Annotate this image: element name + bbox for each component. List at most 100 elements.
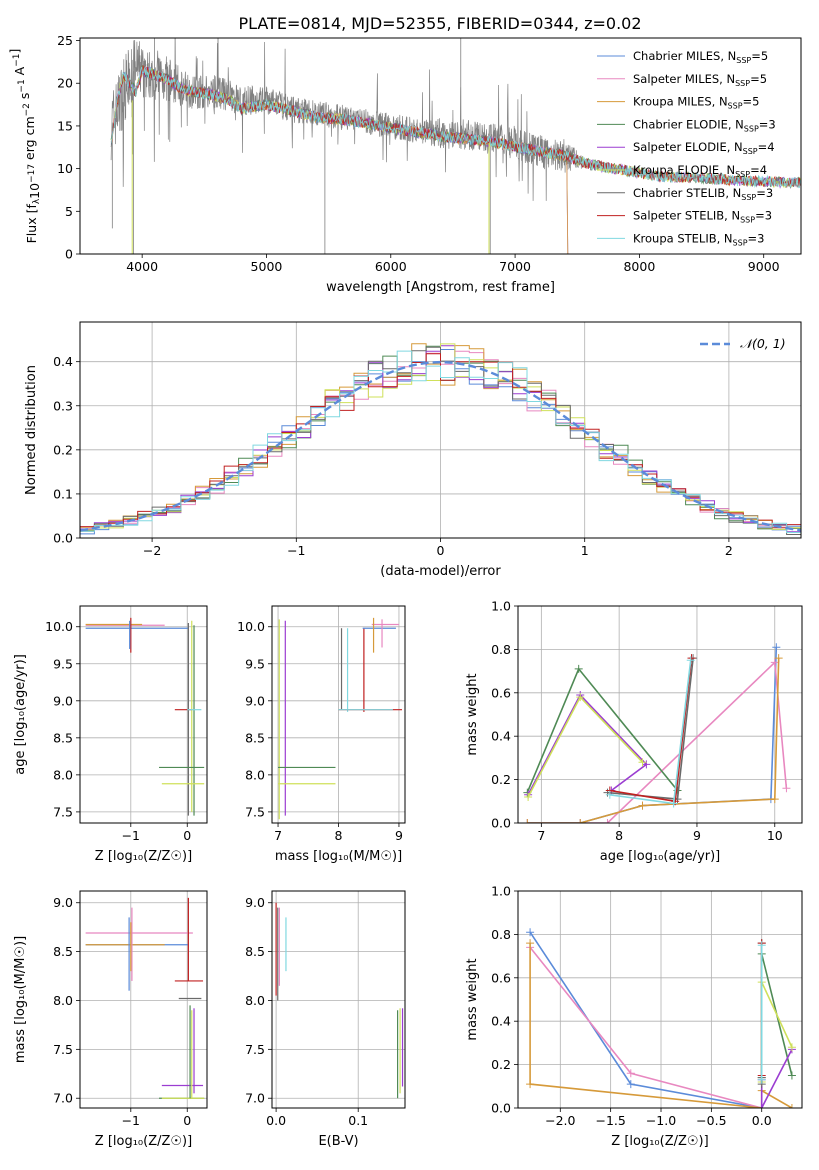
weight_vs_age-marker-0-4	[772, 643, 781, 652]
legend-item-0: Chabrier MILES, NSSP=5	[597, 49, 768, 65]
age_vs_mass-xtick-label-0: 7	[274, 828, 282, 843]
residuals-xtick-label-0: −2	[143, 543, 161, 558]
mass_vs_ebv-ytick-label-3: 8.5	[245, 944, 265, 959]
spectrum-ytick-label-1: 5	[65, 204, 73, 219]
residuals-legend: 𝒩(0, 1)	[700, 336, 786, 351]
weight_vs_z-xtick-label-0: −2.0	[545, 1113, 575, 1128]
weight_vs_z-xtick-label-2: −1.0	[646, 1113, 676, 1128]
age_vs_z-ytick-label-5: 10.0	[45, 619, 73, 634]
weight_vs_age-series-kroupa-elodie	[527, 695, 644, 798]
spectrum-xtick-label-4: 8000	[623, 259, 655, 274]
residuals-ylabel: Normed distribution	[24, 365, 39, 495]
mass_vs_ebv-xtick-label-0: 0.0	[266, 1113, 286, 1128]
age_vs_z-ylabel: age [log₁₀(age/yr)]	[13, 654, 28, 775]
age_vs_mass-xtick-label-2: 9	[395, 828, 403, 843]
age_vs_mass-frame	[271, 605, 406, 824]
weight_vs_age-ytick-label-2: 0.4	[491, 729, 511, 744]
weight_vs_z-marker-0-0	[526, 928, 535, 937]
residuals-frame	[79, 321, 802, 539]
age_vs_mass-xtick-label-1: 8	[335, 828, 343, 843]
mass_vs_ebv-frame	[271, 890, 406, 1109]
mass_vs_z-xlabel: Z [log₁₀(Z/Z☉)]	[95, 1134, 192, 1149]
weight_vs_age-ytick-label-1: 0.2	[491, 772, 511, 787]
spectrum-data	[110, 38, 801, 254]
weight_vs_z-marker-3-2	[787, 1071, 796, 1080]
age_vs_mass-ytick-label-0: 7.5	[245, 804, 265, 819]
residuals-xtick-label-4: 2	[725, 543, 733, 558]
mass_vs_z-xtick-label-0: −1	[122, 1113, 140, 1128]
mass_vs_z-xtick-label-1: 0	[183, 1113, 191, 1128]
weight_vs_age-marker-2-3	[770, 795, 779, 804]
weight_vs_age-marker-2-1	[576, 819, 585, 823]
weight_vs_z-marker-0-1	[626, 1080, 635, 1089]
weight_vs_z-series-kroupa-elodie	[760, 981, 793, 1082]
weight_vs_z-data	[526, 928, 796, 1108]
age_vs_mass-xlabel: mass [log₁₀(M/M☉)]	[275, 849, 402, 864]
weight_vs_z-ytick-label-2: 0.4	[491, 1014, 511, 1029]
residuals-ytick-label-4: 0.4	[53, 354, 73, 369]
weight_vs_z-series-kroupa-miles	[529, 943, 793, 1108]
weight_vs_age-panel: 7 8 9 10 0.0 0.2 0.4 0.6 0.8 1.0 age [log₁₀(age/yr…	[465, 599, 803, 864]
mass_vs_z-frame	[79, 890, 208, 1109]
weight_vs_z-marker-2-4	[787, 1104, 796, 1108]
spectrum-ytick-label-4: 20	[57, 76, 73, 91]
weight_vs_z-ytick-label-0: 0.0	[491, 1101, 511, 1116]
residuals-legend-label: 𝒩(0, 1)	[740, 336, 786, 351]
normal-curve	[80, 360, 801, 532]
residuals-xtick-label-3: 1	[581, 543, 589, 558]
spectrum-xtick-label-5: 9000	[748, 259, 780, 274]
age_vs_mass-panel: 7 8 9 7.5 8.0 8.5 9.0 9.5 10.0 mass [log₁₀(M/M☉)]	[237, 605, 406, 864]
weight_vs_age-marker-1-2	[603, 819, 612, 823]
legend-label-8: Kroupa STELIB, NSSP=3	[633, 231, 764, 247]
model-chabrier-stelib	[110, 66, 801, 189]
spectrum-ytick-label-0: 0	[65, 247, 73, 262]
weight_vs_age-marker-2-4	[774, 654, 783, 663]
legend-item-4: Salpeter ELODIE, NSSP=4	[597, 140, 775, 156]
weight_vs_age-marker-3-1	[574, 664, 583, 673]
age_vs_z-xtick-label-0: −1	[122, 828, 140, 843]
age_vs_z-ytick-label-0: 7.5	[53, 804, 73, 819]
residuals-data	[80, 343, 801, 535]
spectrum-ylabel: Flux [fλ10−17 erg cm−2 s−1 A−1]	[7, 49, 42, 244]
mass_vs_ebv-xtick-label-1: 0.1	[348, 1113, 368, 1128]
weight_vs_z-ytick-label-4: 0.8	[491, 927, 511, 942]
weight_vs_z-xtick-label-1: −1.5	[595, 1113, 625, 1128]
age_vs_z-ytick-label-4: 9.5	[53, 656, 73, 671]
age_vs_z-xtick-label-1: 0	[183, 828, 191, 843]
age_vs_mass-data	[278, 617, 402, 820]
weight_vs_age-marker-8-1	[669, 799, 678, 808]
mass_vs_ebv-ytick-label-4: 9.0	[245, 895, 265, 910]
age_vs_z-data	[85, 617, 205, 816]
mass_vs_ebv-ytick-label-1: 7.5	[245, 1042, 265, 1057]
legend-item-5: Kroupa ELODIE, NSSP=4	[597, 163, 767, 179]
age_vs_z-xlabel: Z [log₁₀(Z/Z☉)]	[95, 849, 192, 864]
weight_vs_age-marker-1-3	[770, 658, 779, 667]
weight_vs_age-ytick-label-5: 1.0	[491, 599, 511, 614]
mass_vs_z-ytick-label-1: 7.5	[53, 1042, 73, 1057]
legend-label-4: Salpeter ELODIE, NSSP=4	[633, 140, 775, 156]
weight_vs_z-marker-2-0	[526, 939, 535, 948]
residuals-ytick-label-2: 0.2	[53, 442, 73, 457]
spectrum-xtick-label-0: 4000	[126, 259, 158, 274]
weight_vs_age-marker-8-0	[605, 790, 614, 799]
residuals-xtick-label-2: 0	[437, 543, 445, 558]
weight_vs_z-ytick-label-3: 0.6	[491, 970, 511, 985]
spectrum-xtick-label-2: 6000	[375, 259, 407, 274]
mass_vs_z-ylabel: mass [log₁₀(M/M☉)]	[13, 936, 28, 1063]
legend-item-7: Salpeter STELIB, NSSP=3	[597, 209, 772, 225]
age_vs_z-ytick-label-1: 8.0	[53, 767, 73, 782]
weight_vs_z-ytick-label-5: 1.0	[491, 884, 511, 899]
spectrum-ytick-label-2: 10	[57, 161, 73, 176]
weight_vs_age-series-salpeter-miles	[527, 660, 788, 823]
legend-label-3: Chabrier ELODIE, NSSP=3	[633, 117, 776, 133]
age_vs_z-ytick-label-3: 9.0	[53, 693, 73, 708]
weight_vs_z-marker-1-1	[626, 1069, 635, 1078]
weight_vs_age-xtick-label-3: 10	[767, 828, 783, 843]
mass_vs_z-data	[85, 897, 205, 1099]
weight_vs_age-series-chabrier-elodie	[526, 667, 679, 793]
age_vs_z-panel: −1 0 7.5 8.0 8.5 9.0 9.5 10.0 Z [log₁₀(Z/Z☉)] age…	[13, 605, 208, 864]
weight_vs_z-marker-8-0	[757, 1075, 766, 1084]
mass_vs_ebv-ytick-label-2: 8.0	[245, 993, 265, 1008]
mass_vs_z-panel: −1 0 7.0 7.5 8.0 8.5 9.0 Z [log₁₀(Z/Z☉)] mass [l…	[13, 890, 208, 1149]
